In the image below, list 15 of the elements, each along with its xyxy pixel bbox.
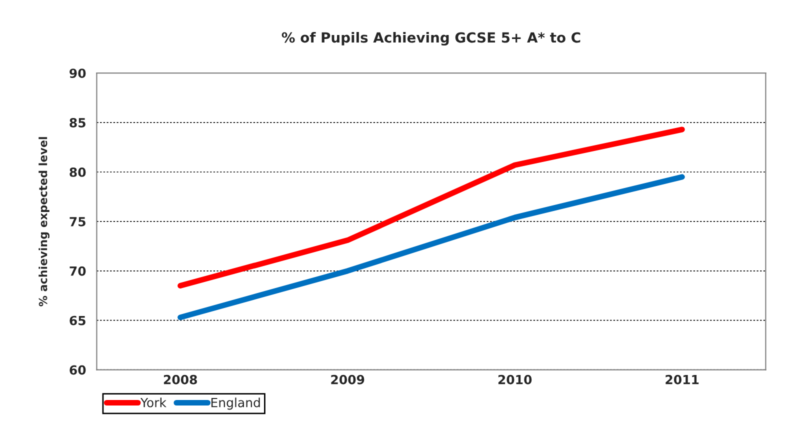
y-tick-label: 80 bbox=[70, 167, 86, 177]
legend-label: York bbox=[140, 398, 166, 408]
y-axis-title: % achieving expected level bbox=[38, 137, 50, 306]
y-tick-label: 60 bbox=[70, 365, 86, 375]
y-tick-label: 65 bbox=[70, 316, 86, 326]
y-tick-label: 85 bbox=[70, 118, 86, 128]
y-tick-label: 75 bbox=[70, 217, 86, 226]
x-tick-label: 2008 bbox=[164, 374, 197, 384]
x-tick-label: 2011 bbox=[666, 374, 699, 384]
x-tick-label: 2009 bbox=[331, 374, 364, 384]
chart-title: % of Pupils Achieving GCSE 5+ A* to C bbox=[282, 32, 580, 46]
legend-label: England bbox=[211, 398, 260, 410]
y-tick-label: 90 bbox=[70, 68, 86, 78]
y-tick-label: 70 bbox=[70, 266, 86, 276]
x-tick-label: 2010 bbox=[498, 374, 532, 384]
